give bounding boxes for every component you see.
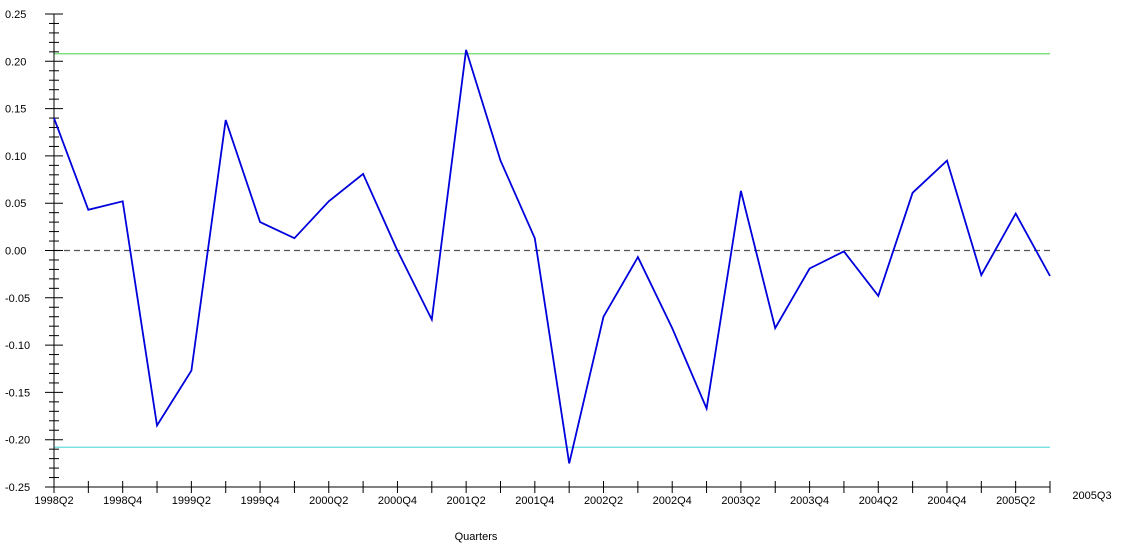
y-tick-label: -0.10 xyxy=(5,340,30,352)
y-tick-label: 0.00 xyxy=(5,246,26,258)
y-tick-label: 0.25 xyxy=(5,9,26,21)
x-tick-label: 1998Q4 xyxy=(103,495,142,507)
x-tick-label: 2004Q2 xyxy=(859,495,898,507)
x-tick-label: 2003Q4 xyxy=(790,495,829,507)
x-tick-label: 2003Q2 xyxy=(721,495,760,507)
x-tick-label: 2005Q2 xyxy=(996,495,1035,507)
x-tick-label: 1999Q2 xyxy=(172,495,211,507)
x-axis-label: Quarters xyxy=(455,531,498,543)
x-tick-label: 1998Q2 xyxy=(34,495,73,507)
y-tick-label: 0.15 xyxy=(5,104,26,116)
x-tick-label: 2000Q4 xyxy=(378,495,417,507)
y-tick-label: -0.05 xyxy=(5,293,30,305)
x-tick-label: 2004Q4 xyxy=(927,495,966,507)
y-tick-label: -0.25 xyxy=(5,482,30,494)
y-tick-label: -0.15 xyxy=(5,387,30,399)
x-tick-label: 1999Q4 xyxy=(240,495,279,507)
axes: 0.25 0.20 0.15 0.10 0.05 0.00 -0.05 -0.10 -0.15 -… xyxy=(5,9,1112,507)
x-tick-label: 2005Q3 xyxy=(1072,490,1111,502)
y-tick-label: 0.10 xyxy=(5,151,26,163)
x-tick-label: 2002Q2 xyxy=(584,495,623,507)
series-line-0 xyxy=(53,49,1051,464)
x-tick-label: 2002Q4 xyxy=(653,495,692,507)
y-tick-label: -0.20 xyxy=(5,435,30,447)
series-group xyxy=(53,49,1051,464)
y-tick-label: 0.20 xyxy=(5,56,26,68)
x-tick-label: 2000Q2 xyxy=(309,495,348,507)
y-tick-label: 0.05 xyxy=(5,198,26,210)
x-tick-label: 2001Q2 xyxy=(447,495,486,507)
x-tick-label: 2001Q4 xyxy=(515,495,554,507)
reference-lines xyxy=(54,53,1050,448)
